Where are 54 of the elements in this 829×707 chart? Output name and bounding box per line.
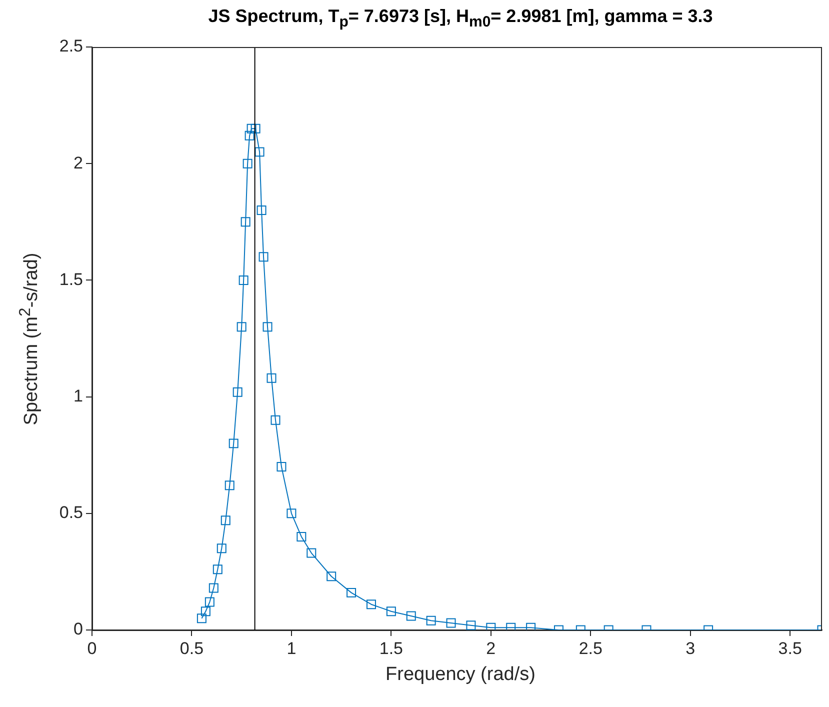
x-tick-label: 0 xyxy=(87,638,97,658)
point xyxy=(486,622,496,630)
x-tick-label: 2.5 xyxy=(578,638,602,658)
x-tick-label: 0.5 xyxy=(180,638,204,658)
y-tick-label: 1.5 xyxy=(59,270,83,289)
point xyxy=(296,532,306,542)
point xyxy=(262,322,272,332)
point xyxy=(240,217,250,227)
point xyxy=(238,275,248,285)
x-tick-label: 1.5 xyxy=(379,638,403,658)
point xyxy=(346,588,356,598)
point xyxy=(406,611,416,621)
point xyxy=(526,622,536,630)
y-tick-label: 0 xyxy=(74,620,83,639)
point xyxy=(446,618,456,628)
point xyxy=(200,606,210,616)
point xyxy=(246,124,256,134)
point xyxy=(228,438,238,448)
point xyxy=(220,516,230,526)
point xyxy=(256,206,266,215)
point xyxy=(224,480,234,490)
point xyxy=(386,606,396,616)
point xyxy=(506,622,516,630)
x-tick-label: 2 xyxy=(486,638,496,658)
point xyxy=(236,322,246,332)
y-tick-label: 1 xyxy=(74,386,83,406)
point xyxy=(232,387,242,397)
point xyxy=(244,130,254,140)
point xyxy=(204,597,214,607)
point xyxy=(250,124,260,134)
point xyxy=(216,544,226,554)
x-tick-label: 3 xyxy=(686,638,696,658)
x-tick-label: 1 xyxy=(286,638,296,658)
point xyxy=(426,616,436,626)
point xyxy=(270,415,280,425)
point xyxy=(366,600,376,610)
chart-title: JS Spectrum, T$_{p}$= 7.6973 [s], H$_{m0}$= 2.9981 [m], gamma = 3.3 xyxy=(207,6,714,31)
point xyxy=(258,252,268,262)
x-axis-title: Frequency (rad/s) xyxy=(384,664,536,686)
point xyxy=(242,158,252,168)
x-tick-label: 3.5 xyxy=(778,638,802,658)
point xyxy=(326,572,336,582)
point xyxy=(254,147,264,157)
point xyxy=(196,614,206,624)
point xyxy=(208,583,218,593)
y-tick-label: 2.5 xyxy=(59,36,83,56)
point xyxy=(286,508,296,518)
y-tick-label: 2 xyxy=(74,153,83,172)
point xyxy=(212,564,222,574)
point xyxy=(266,373,276,383)
point xyxy=(466,620,476,630)
point xyxy=(306,548,316,558)
point xyxy=(276,462,286,472)
y-tick-label: 0.5 xyxy=(59,503,83,522)
